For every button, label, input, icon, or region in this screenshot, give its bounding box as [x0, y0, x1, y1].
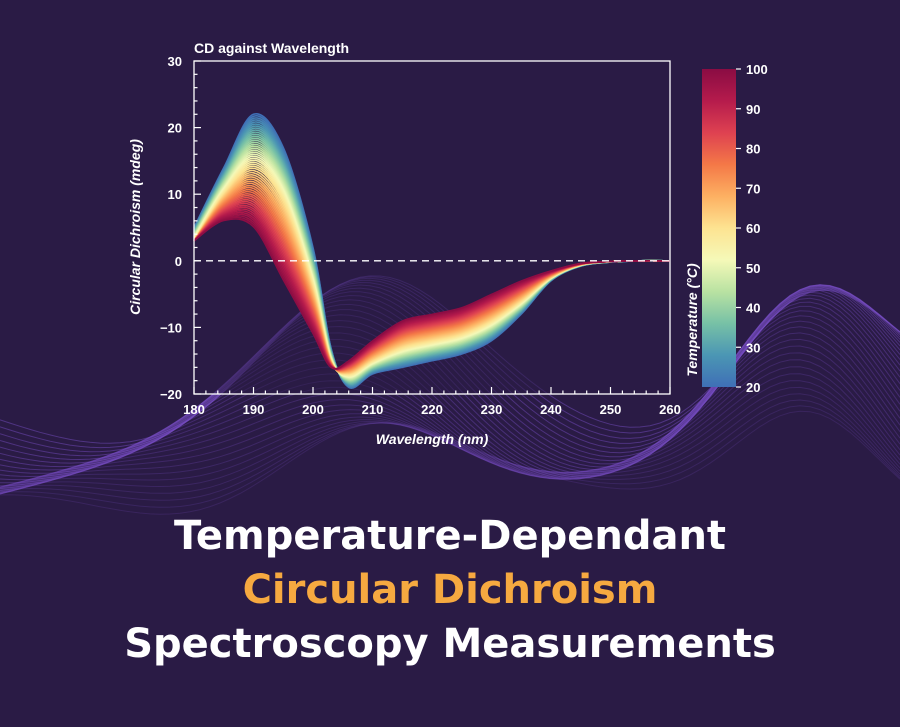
chart-title: CD against Wavelength — [194, 40, 349, 56]
background-wave-line — [0, 332, 900, 492]
x-tick-label: 250 — [600, 402, 622, 417]
background-wave-line — [0, 373, 900, 488]
x-tick-label: 230 — [481, 402, 503, 417]
x-tick-label: 210 — [362, 402, 384, 417]
x-tick-label: 200 — [302, 402, 324, 417]
background-wave-line — [0, 345, 900, 490]
colorbar — [702, 69, 736, 387]
colorbar-tick-label: 50 — [746, 261, 760, 276]
headline-line-2: Circular Dichroism — [242, 567, 658, 613]
background-wave-line — [0, 338, 900, 491]
x-tick-label: 260 — [659, 402, 681, 417]
y-tick-label: 20 — [168, 121, 182, 136]
colorbar-label: Temperature (°C) — [684, 263, 700, 377]
background-wave-line — [0, 320, 900, 494]
axis-ticks — [193, 60, 671, 395]
cd-chart: CD against Wavelength 180 190 200 210 220 230… — [127, 40, 768, 447]
background-wave-line — [0, 326, 900, 493]
colorbar-tick-label: 30 — [746, 340, 760, 355]
x-tick-label: 240 — [540, 402, 562, 417]
background-wave-line — [0, 399, 900, 501]
y-tick-label: −10 — [160, 320, 182, 335]
y-tick-labels: −20 −10 0 10 20 30 — [160, 54, 182, 402]
colorbar-tick-label: 60 — [746, 221, 760, 236]
y-tick-label: 30 — [168, 54, 182, 69]
colorbar-ticks: 20 30 40 50 60 70 80 90 100 — [736, 62, 768, 395]
x-tick-label: 190 — [243, 402, 265, 417]
background-wave-line — [0, 297, 900, 494]
x-tick-label: 180 — [183, 402, 205, 417]
background-wave-line — [0, 301, 900, 495]
background-wave-line — [0, 294, 900, 493]
colorbar-tick-label: 40 — [746, 301, 760, 316]
x-tick-label: 220 — [421, 402, 443, 417]
colorbar-tick-label: 20 — [746, 380, 760, 395]
background-wave-line — [0, 352, 900, 489]
colorbar-tick-label: 100 — [746, 62, 768, 77]
x-tick-labels: 180 190 200 210 220 230 240 250 260 — [183, 402, 681, 417]
x-axis-label: Wavelength (nm) — [376, 431, 489, 447]
background-wave-line — [0, 405, 900, 508]
background-wave-line — [0, 315, 900, 495]
background-wave-line — [0, 380, 900, 488]
background-wave-line — [0, 410, 900, 515]
headline-line-3: Spectroscopy Measurements — [124, 621, 776, 667]
spectra-curves — [193, 113, 671, 389]
y-tick-label: 10 — [168, 187, 182, 202]
y-tick-label: 0 — [175, 254, 182, 269]
background-wave-line — [0, 305, 900, 495]
colorbar-tick-label: 70 — [746, 181, 760, 196]
background-wave-line — [0, 393, 900, 494]
background-wave-line — [0, 310, 900, 495]
y-tick-label: −20 — [160, 387, 182, 402]
spectrum-curve — [193, 218, 671, 370]
colorbar-tick-label: 90 — [746, 102, 760, 117]
background-wave-line — [0, 291, 900, 491]
background-wave-line — [0, 386, 900, 489]
y-axis-label: Circular Dichroism (mdeg) — [127, 139, 143, 315]
background-wave-line — [0, 359, 900, 489]
background-wave-line — [0, 366, 900, 488]
colorbar-tick-label: 80 — [746, 142, 760, 157]
headline-line-1: Temperature-Dependant — [173, 513, 727, 559]
